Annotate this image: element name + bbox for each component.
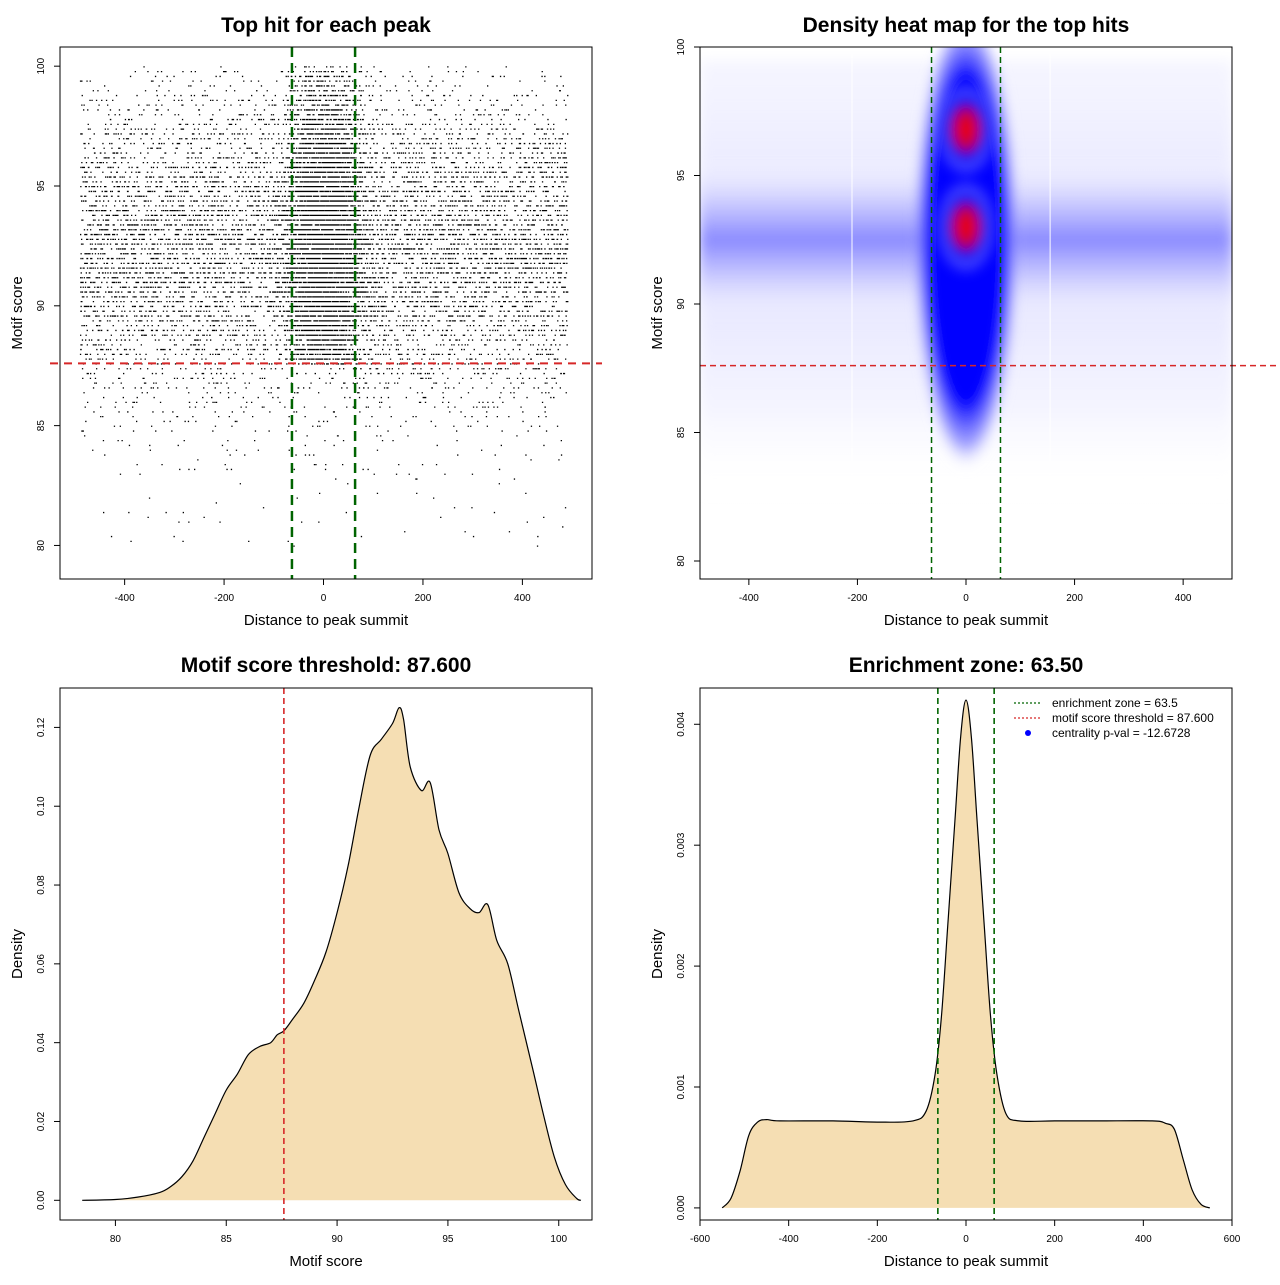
density-curve [82,707,582,1201]
heatmap-hotspot [936,180,996,273]
x-tick-label: 200 [1046,1234,1063,1245]
distance-density-panel: Enrichment zone: 63.50 Distance to peak s… [649,654,1241,1270]
density-area [82,707,581,1201]
chart-title: Enrichment zone: 63.50 [849,654,1084,677]
y-tick-label: 0.12 [36,717,47,737]
y-tick-label: 0.00 [36,1190,47,1210]
plot-frame [59,687,593,1221]
y-tick-label: 0.06 [36,954,47,974]
y-tick-label: 0.02 [36,1111,47,1131]
y-tick-label: 85 [36,420,47,432]
y-tick-label: 90 [676,298,687,310]
x-tick-label: 100 [550,1234,567,1245]
x-tick-label: 0 [321,593,327,604]
x-tick-label: -600 [690,1234,710,1245]
x-tick-label: -400 [739,593,759,604]
x-tick-label: 400 [514,593,531,604]
x-tick-label: 400 [1175,593,1192,604]
y-tick-label: 0.10 [36,796,47,816]
y-axis-label: Density [649,928,666,979]
y-tick-label: 85 [676,427,687,439]
scatter-points [79,66,569,547]
x-tick-label: 0 [963,1234,969,1245]
plot-frame [59,46,593,580]
score-density-panel: Motif score threshold: 87.600 Motif score… [9,654,593,1270]
x-axis-label: Distance to peak summit [244,612,409,629]
x-tick-label: 400 [1135,1234,1152,1245]
y-tick-label: 0.002 [676,953,687,978]
x-tick-label: -400 [115,593,135,604]
y-axis-label: Motif score [9,276,26,349]
heatmap-hotspot [936,83,996,176]
x-tick-label: 80 [110,1234,122,1245]
legend-point-marker [1025,730,1031,736]
y-tick-label: 80 [36,539,47,551]
chart-title: Top hit for each peak [221,14,431,37]
y-tick-label: 95 [36,180,47,192]
x-tick-label: 0 [963,593,969,604]
x-tick-label: 200 [415,593,432,604]
chart-title: Motif score threshold: 87.600 [181,654,472,677]
y-axis-label: Density [9,928,26,979]
y-tick-label: 80 [676,555,687,567]
x-axis-label: Motif score [289,1253,362,1270]
density-curve [721,699,1211,1209]
x-tick-label: -400 [779,1234,799,1245]
x-tick-label: -200 [214,593,234,604]
legend-entry-label: motif score threshold = 87.600 [1052,711,1214,725]
x-tick-label: 95 [442,1234,454,1245]
scatter-panel: Top hit for each peak Distance to peak su… [9,14,602,629]
heatmap-panel: Density heat map for the top hits Distanc… [649,14,1280,629]
y-tick-label: 0.003 [676,832,687,857]
y-tick-label: 0.000 [676,1195,687,1220]
heatmap-field [700,47,1232,579]
legend-entry-label: centrality p-val = -12.6728 [1052,726,1191,740]
y-tick-label: 95 [676,170,687,182]
y-tick-label: 0.04 [36,1032,47,1052]
x-tick-label: 200 [1066,593,1083,604]
chart-title: Density heat map for the top hits [803,14,1130,37]
y-tick-label: 100 [676,38,687,55]
y-tick-label: 90 [36,300,47,312]
x-tick-label: 90 [332,1234,344,1245]
y-tick-label: 100 [36,57,47,74]
y-axis-label: Motif score [649,276,666,349]
x-axis-label: Distance to peak summit [884,612,1049,629]
x-tick-label: 600 [1224,1234,1241,1245]
scatter-point-cloud [79,66,569,547]
y-tick-label: 0.001 [676,1074,687,1099]
y-tick-label: 0.08 [36,875,47,895]
x-tick-label: 85 [221,1234,233,1245]
x-tick-label: -200 [847,593,867,604]
density-area [722,700,1210,1208]
legend-entry-label: enrichment zone = 63.5 [1052,696,1178,710]
y-tick-label: 0.004 [676,711,687,736]
x-tick-label: -200 [867,1234,887,1245]
x-axis-label: Distance to peak summit [884,1253,1049,1270]
